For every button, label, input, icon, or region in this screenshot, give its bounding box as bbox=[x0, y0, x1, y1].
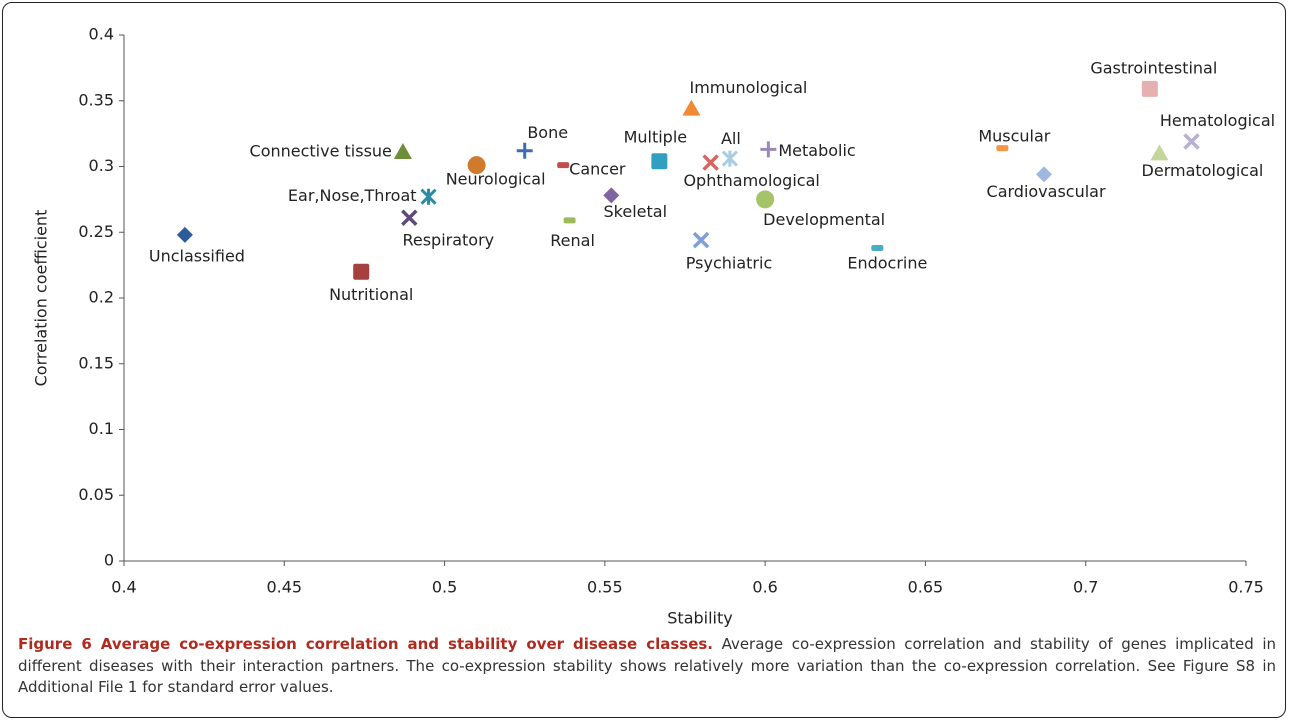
point bbox=[702, 154, 719, 171]
point bbox=[1150, 144, 1169, 161]
point bbox=[721, 150, 738, 167]
point-label: Metabolic bbox=[778, 141, 855, 160]
point-label: Developmental bbox=[763, 210, 885, 229]
y-tick-label: 0.4 bbox=[89, 25, 114, 44]
y-tick-label: 0.1 bbox=[89, 419, 114, 438]
point bbox=[682, 99, 701, 116]
point bbox=[353, 263, 370, 280]
point-label: Gastrointestinal bbox=[1090, 58, 1217, 77]
x-tick-label: 0.7 bbox=[1073, 578, 1098, 597]
point bbox=[996, 145, 1009, 152]
point bbox=[176, 226, 193, 243]
point-label: Neurological bbox=[446, 170, 546, 189]
point bbox=[692, 231, 710, 249]
caption-text: Average co-expression correlation and st… bbox=[18, 635, 1276, 697]
point-label: Endocrine bbox=[847, 254, 927, 273]
x-tick-label: 0.65 bbox=[908, 578, 944, 597]
point bbox=[1036, 166, 1053, 183]
point bbox=[651, 153, 668, 170]
y-axis-label: Correlation coefficient bbox=[32, 210, 51, 387]
point-label: Immunological bbox=[689, 78, 807, 97]
point bbox=[467, 156, 486, 175]
point-label: Renal bbox=[550, 231, 595, 250]
y-tick-label: 0.2 bbox=[89, 288, 114, 307]
point bbox=[1141, 80, 1158, 97]
point bbox=[603, 187, 620, 204]
point-label: Skeletal bbox=[604, 202, 668, 221]
y-tick-label: 0.3 bbox=[89, 156, 114, 175]
point-label: Respiratory bbox=[402, 230, 494, 249]
point-label: Connective tissue bbox=[250, 142, 392, 161]
point-label: Unclassified bbox=[149, 246, 245, 265]
point-label: All bbox=[721, 129, 741, 148]
y-tick-label: 0 bbox=[104, 551, 114, 570]
y-tick-label: 0.15 bbox=[78, 353, 114, 372]
point bbox=[516, 142, 533, 159]
point-label: Hematological bbox=[1160, 111, 1275, 130]
y-tick-label: 0.05 bbox=[78, 485, 114, 504]
point-label: Ophthamological bbox=[683, 171, 819, 190]
point bbox=[401, 209, 418, 227]
point bbox=[871, 245, 884, 252]
point bbox=[393, 143, 412, 160]
point bbox=[760, 141, 777, 158]
point bbox=[563, 217, 576, 224]
point-label: Cancer bbox=[569, 160, 626, 179]
point-label: Bone bbox=[527, 123, 568, 142]
point-label: Ear,Nose,Throat bbox=[288, 186, 417, 205]
x-tick-label: 0.5 bbox=[432, 578, 457, 597]
point bbox=[420, 188, 437, 205]
point-label: Psychiatric bbox=[686, 254, 772, 273]
point-label: Cardiovascular bbox=[987, 182, 1106, 201]
x-tick-label: 0.4 bbox=[111, 578, 136, 597]
y-tick-label: 0.35 bbox=[78, 90, 114, 109]
point bbox=[756, 190, 775, 209]
caption: Figure 6 Average co-expression correlati… bbox=[18, 634, 1276, 699]
point-label: Multiple bbox=[624, 128, 688, 147]
point-label: Nutritional bbox=[329, 285, 413, 304]
x-tick-label: 0.75 bbox=[1228, 578, 1264, 597]
x-tick-label: 0.55 bbox=[587, 578, 623, 597]
x-tick-label: 0.6 bbox=[752, 578, 777, 597]
point-label: Dermatological bbox=[1142, 161, 1264, 180]
x-axis-label: Stability bbox=[667, 609, 732, 628]
point-label: Muscular bbox=[978, 127, 1050, 146]
x-tick-label: 0.45 bbox=[266, 578, 302, 597]
point bbox=[1183, 133, 1200, 150]
point bbox=[557, 162, 570, 169]
y-tick-label: 0.25 bbox=[78, 222, 114, 241]
caption-label: Figure 6 Average co-expression correlati… bbox=[18, 635, 714, 653]
chart: Stability Correlation coefficient 0 0.05 0… bbox=[32, 25, 1276, 628]
